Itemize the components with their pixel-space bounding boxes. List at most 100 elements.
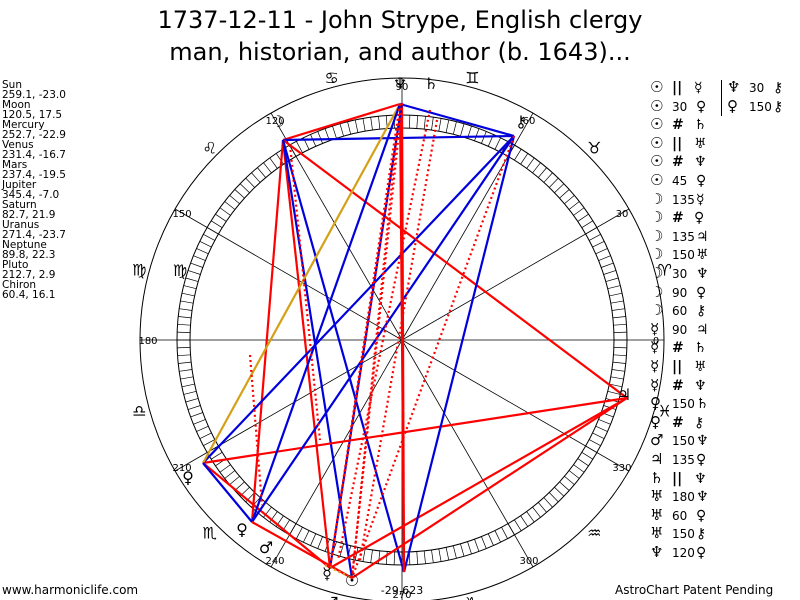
planet-coords: 60.4, 16.1	[2, 289, 56, 301]
aspect-row: ♅ 180♆	[650, 487, 709, 505]
degree-tick	[501, 527, 508, 539]
aspect-line	[282, 102, 401, 142]
aspect-row: ☿ # ♆	[650, 376, 707, 394]
aspect-type: ||	[672, 359, 683, 375]
aspect-line	[251, 521, 353, 579]
aspect-planet-a: ☉	[650, 78, 664, 96]
degree-tick	[612, 361, 626, 364]
house-spoke	[401, 339, 630, 472]
aspect-type: #	[672, 340, 684, 357]
aspect-planet-a: ☽	[650, 264, 664, 282]
title-line-1: 1737-12-11 - John Strype, English clergy	[157, 6, 643, 34]
degree-tick	[317, 131, 323, 144]
degree-tick	[181, 292, 195, 297]
aspect-line	[251, 135, 515, 523]
aspect-row: ☽ 30 ♆	[650, 264, 709, 282]
degree-tick	[178, 361, 192, 364]
aspect-line	[282, 139, 628, 399]
degree-tick	[199, 432, 212, 439]
aspect-planet-a: ☽	[650, 208, 664, 227]
aspect-planet-a: ☉	[650, 96, 664, 115]
planet-name: Venus	[2, 139, 34, 151]
degree-tick	[199, 241, 212, 248]
degree-tick	[592, 432, 605, 439]
aspect-planet-a: ☿	[650, 357, 660, 375]
degree-tick	[554, 487, 565, 497]
degree-tick	[187, 270, 201, 275]
aspect-type: 45	[672, 174, 688, 188]
aspect-planet-b: ☿	[694, 80, 703, 96]
aspect-type: 30	[672, 267, 688, 281]
degree-tick	[370, 117, 373, 131]
aspect-row: ☉ # ♄	[650, 115, 707, 133]
degree-tick	[532, 162, 541, 174]
degree-label: 150	[172, 209, 191, 220]
degree-tick	[224, 470, 236, 479]
aspect-planet-a: ♅	[650, 487, 664, 506]
aspect-row: ☉ # ♆	[650, 152, 707, 170]
aspect-type: 30	[749, 81, 765, 95]
degree-tick	[605, 277, 619, 282]
degree-tick	[257, 167, 266, 178]
planet-coords: 82.7, 21.9	[2, 209, 56, 221]
aspect-line	[202, 135, 515, 464]
aspect-planet-a: ♀	[650, 394, 661, 413]
degree-tick	[564, 195, 575, 204]
aspect-planet-b: ♆	[694, 154, 707, 171]
aspect-planet-b: ⚷	[773, 80, 784, 96]
degree-tick	[481, 536, 487, 549]
aspect-planet-a: ♃	[650, 450, 664, 468]
aspect-planet-b: ⚷	[694, 414, 705, 431]
degree-tick	[179, 308, 193, 311]
aspect-type: #	[672, 210, 684, 227]
aspect-planet-a: ☉	[650, 152, 664, 171]
aspect-planet-b: ⚷	[773, 98, 784, 115]
aspect-planet-b: ♅	[696, 247, 709, 264]
degree-tick	[438, 548, 442, 562]
degree-tick	[610, 376, 624, 380]
aspect-row: ☉ 30 ♀	[650, 97, 706, 115]
aspect-line	[329, 397, 628, 569]
degree-tick	[592, 241, 605, 248]
aspect-row: ♅ 150⚷	[650, 524, 706, 542]
aspect-planet-a: ☉	[650, 133, 664, 152]
aspect-line	[248, 354, 264, 506]
aspect-type: 60	[672, 508, 688, 523]
degree-tick	[589, 439, 601, 446]
site-url[interactable]: www.harmoniclife.com	[2, 583, 139, 597]
degree-tick	[538, 167, 547, 178]
bottom-coords: -29,623	[381, 584, 423, 597]
aspect-row: ☽ # ♀	[650, 208, 704, 226]
degree-tick	[431, 117, 434, 131]
zodiac-sign-icon: ♋	[324, 68, 338, 87]
degree-tick	[193, 419, 206, 425]
degree-tick	[577, 213, 589, 222]
aspect-type: 135	[672, 229, 695, 244]
saturn-icon: ♄	[424, 74, 438, 93]
aspect-row: ♂ 150♆	[650, 431, 709, 449]
aspect-line	[336, 109, 432, 561]
planet-name: Mars	[2, 159, 28, 171]
house-spoke	[174, 339, 403, 472]
degree-label: 270	[392, 590, 411, 600]
degree-tick	[219, 207, 231, 216]
aspect-planet-b: ♅	[694, 135, 707, 152]
zodiac-sign-icon: ♑	[465, 594, 479, 600]
aspect-planet-a: ☿	[650, 375, 660, 394]
planet-name: Mercury	[2, 119, 45, 131]
degree-label: 30	[616, 209, 629, 220]
degree-tick	[520, 153, 529, 165]
zodiac-sign-icon: ♍	[132, 261, 146, 280]
aspect-row: ♀ 150♄	[650, 394, 709, 412]
aspect-type: 150	[672, 397, 695, 412]
degree-tick	[568, 470, 580, 479]
degree-tick	[317, 536, 323, 549]
degree-label: 60	[523, 116, 536, 127]
aspect-planet-b: ♃	[696, 228, 709, 245]
aspect-line	[202, 103, 401, 464]
aspect-lines	[202, 102, 628, 579]
planet-name: Chiron	[2, 279, 37, 291]
degree-tick	[598, 419, 611, 425]
degree-tick	[269, 157, 278, 169]
